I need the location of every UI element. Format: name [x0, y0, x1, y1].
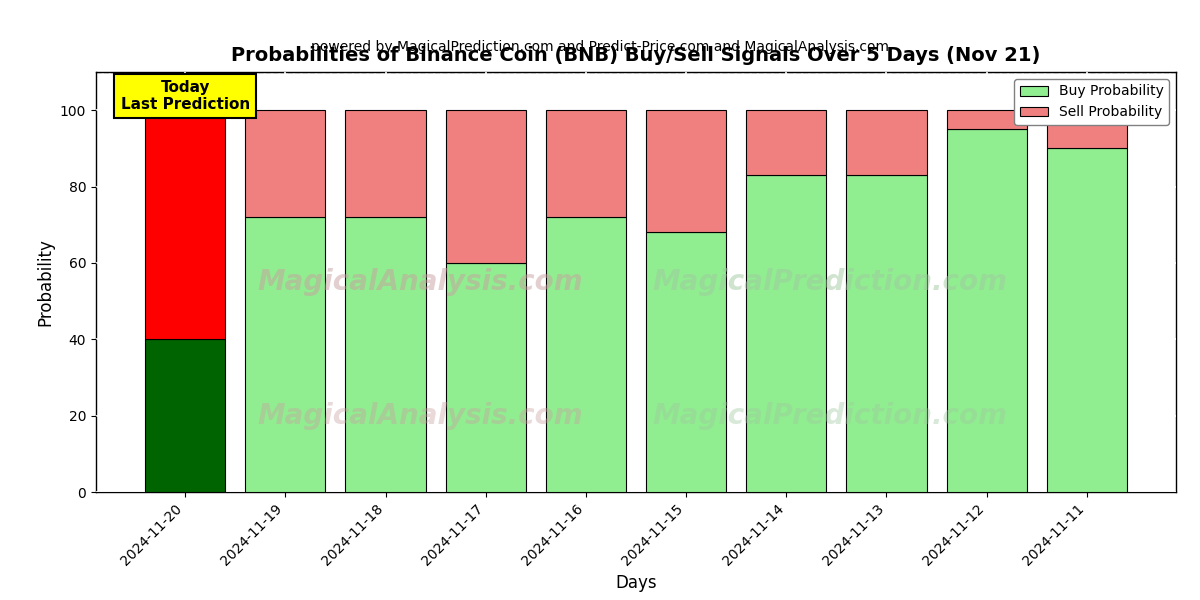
Bar — [1046, 148, 1127, 492]
X-axis label: Days: Days — [616, 574, 656, 592]
Text: MagicalAnalysis.com: MagicalAnalysis.com — [257, 403, 583, 430]
Bar — [445, 263, 526, 492]
Legend: Buy Probability, Sell Probability: Buy Probability, Sell Probability — [1014, 79, 1169, 125]
Text: MagicalPrediction.com: MagicalPrediction.com — [653, 403, 1008, 430]
Bar — [846, 110, 926, 175]
Text: Today
Last Prediction: Today Last Prediction — [120, 80, 250, 112]
Bar — [746, 175, 827, 492]
Bar — [245, 217, 325, 492]
Bar — [546, 110, 626, 217]
Y-axis label: Probability: Probability — [36, 238, 54, 326]
Bar — [947, 110, 1027, 129]
Bar — [746, 110, 827, 175]
Bar — [846, 175, 926, 492]
Bar — [245, 110, 325, 217]
Text: powered by MagicalPrediction.com and Predict-Price.com and MagicalAnalysis.com: powered by MagicalPrediction.com and Pre… — [311, 40, 889, 54]
Bar — [646, 110, 726, 232]
Bar — [145, 339, 226, 492]
Bar — [1046, 110, 1127, 148]
Bar — [346, 217, 426, 492]
Text: MagicalPrediction.com: MagicalPrediction.com — [653, 268, 1008, 296]
Bar — [546, 217, 626, 492]
Bar — [145, 110, 226, 339]
Text: MagicalAnalysis.com: MagicalAnalysis.com — [257, 268, 583, 296]
Bar — [346, 110, 426, 217]
Bar — [646, 232, 726, 492]
Bar — [445, 110, 526, 263]
Bar — [947, 129, 1027, 492]
Title: Probabilities of Binance Coin (BNB) Buy/Sell Signals Over 5 Days (Nov 21): Probabilities of Binance Coin (BNB) Buy/… — [232, 46, 1040, 65]
